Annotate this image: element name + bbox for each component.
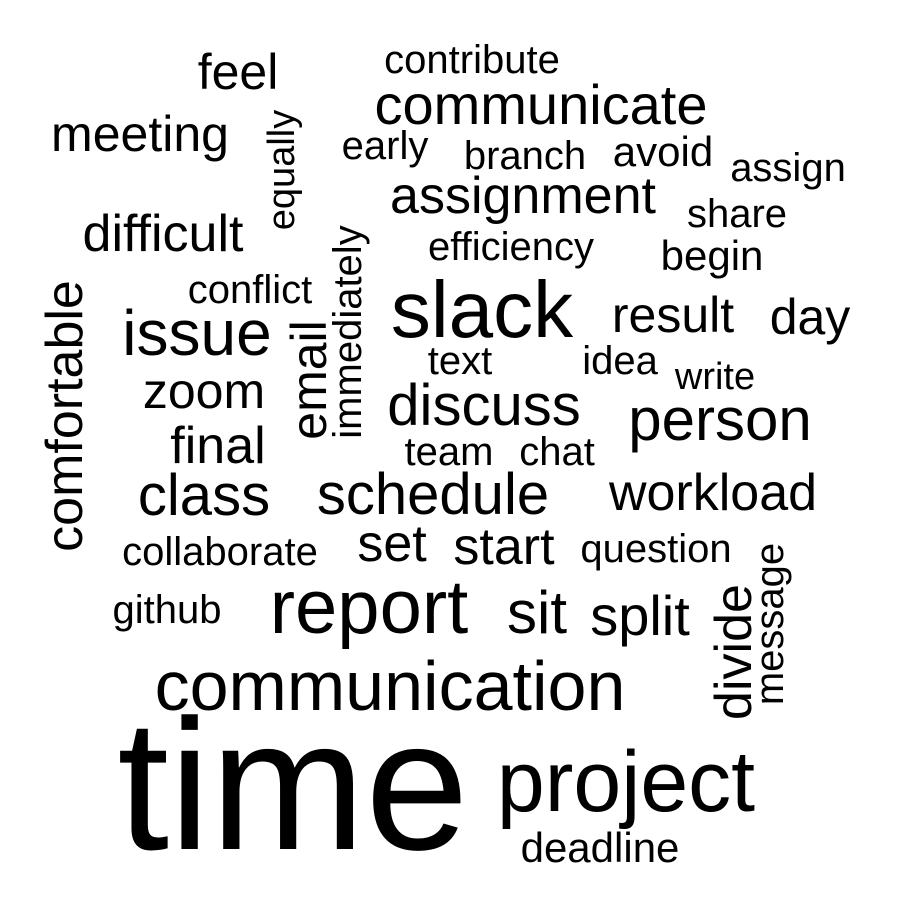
- word: result: [611, 287, 735, 343]
- word: day: [769, 289, 851, 345]
- word: difficult: [82, 205, 244, 263]
- word: begin: [660, 232, 764, 279]
- word: workload: [608, 464, 818, 522]
- word: collaborate: [122, 530, 318, 574]
- word: slack: [390, 265, 574, 354]
- word: branch: [463, 134, 587, 178]
- word: sit: [507, 579, 567, 646]
- word: split: [590, 584, 690, 647]
- word: start: [453, 518, 555, 576]
- word: assignment: [390, 167, 656, 225]
- word: efficiency: [427, 225, 595, 269]
- word: report: [269, 565, 469, 650]
- word: early: [341, 124, 429, 168]
- word: time: [117, 682, 469, 889]
- word: meeting: [51, 106, 229, 162]
- word: schedule: [316, 462, 550, 527]
- word: set: [357, 515, 427, 573]
- word: team: [404, 430, 494, 474]
- word: write: [674, 356, 756, 398]
- word: comfortable: [36, 280, 94, 552]
- word: class: [137, 463, 271, 528]
- word: equally: [261, 109, 303, 231]
- word: assign: [730, 146, 846, 190]
- word: final: [170, 417, 266, 475]
- word: idea: [582, 339, 658, 383]
- word: deadline: [520, 824, 680, 871]
- word: issue: [122, 297, 272, 369]
- word: email: [281, 320, 337, 440]
- word: communicate: [374, 73, 708, 136]
- word: conflict: [187, 268, 313, 312]
- word: discuss: [387, 373, 581, 438]
- word: divide: [705, 584, 763, 720]
- word: github: [112, 588, 222, 632]
- word: question: [580, 527, 732, 571]
- word: avoid: [612, 128, 714, 175]
- word: person: [628, 386, 812, 453]
- word: contribute: [384, 38, 560, 82]
- word: share: [686, 192, 788, 236]
- word: project: [496, 734, 756, 830]
- word: communication: [154, 647, 626, 725]
- word: text: [427, 339, 493, 383]
- word: feel: [197, 44, 279, 100]
- word: chat: [519, 430, 595, 474]
- word: zoom: [142, 363, 266, 419]
